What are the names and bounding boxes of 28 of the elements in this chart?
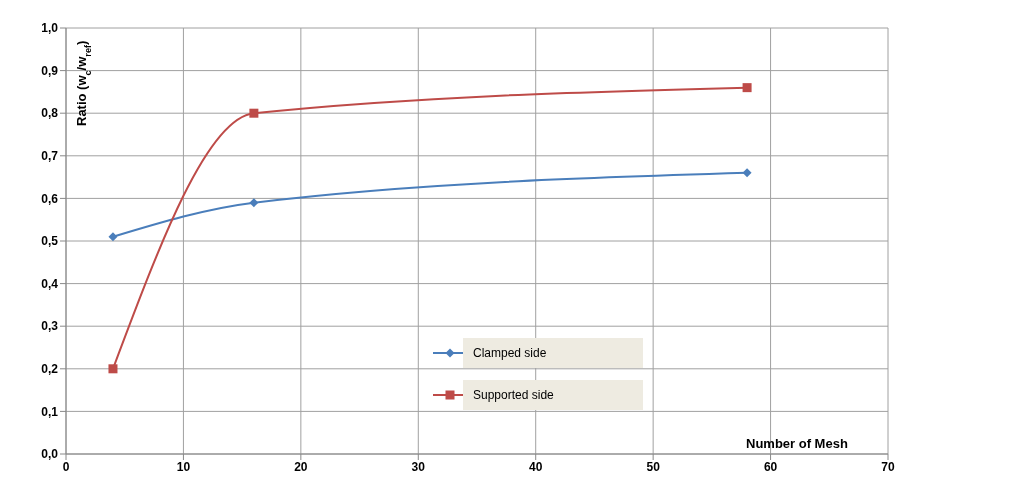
y-tick-label: 0,6 <box>41 191 59 206</box>
y-tick-label: 0,2 <box>41 362 59 377</box>
point <box>249 108 259 118</box>
x-tick-label: 70 <box>881 459 895 474</box>
y-tick-label: 0,9 <box>41 63 59 78</box>
y-tick-label: 0,0 <box>41 447 59 462</box>
y-tick-label: 0,5 <box>41 234 59 249</box>
y-tick-label: 0,4 <box>41 276 59 291</box>
y-tick-label: 0,1 <box>41 404 59 419</box>
point <box>108 232 118 242</box>
point <box>108 364 118 374</box>
y-tick-label: 0,3 <box>41 319 59 334</box>
y-tick-label: 0,7 <box>41 149 59 164</box>
x-axis-title: Number of Mesh <box>746 436 848 451</box>
point <box>249 198 259 208</box>
x-tick-label: 50 <box>646 459 661 474</box>
y-tick-label: 1,0 <box>41 21 59 36</box>
x-tick-label: 60 <box>763 459 778 474</box>
x-tick-label: 30 <box>411 459 426 474</box>
point <box>742 83 752 93</box>
label-panel: Clamped side <box>463 338 643 368</box>
y-tick-label: 0,8 <box>41 106 59 121</box>
point <box>742 168 752 178</box>
label-panel: Supported side <box>463 380 643 410</box>
x-tick-label: 40 <box>529 459 543 474</box>
x-tick-label: 10 <box>176 459 191 474</box>
x-tick-label: 20 <box>294 459 308 474</box>
x-tick-label: 0 <box>62 459 70 474</box>
